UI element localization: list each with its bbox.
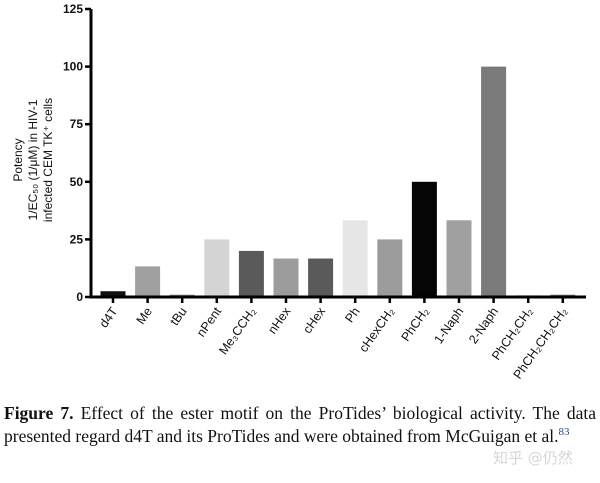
bar [204, 239, 230, 297]
x-tick-label: tBu [167, 305, 189, 328]
bar [238, 250, 264, 297]
x-tick-label: 1-Naph [431, 305, 466, 347]
figure-label: Figure 7. [4, 403, 74, 423]
y-axis-label-line: Potency [11, 138, 25, 181]
x-tick-label: nPent [194, 304, 225, 339]
y-axis: 0 25 50 75 100 125 [63, 2, 93, 304]
bar [135, 266, 161, 297]
bar [100, 291, 126, 297]
reference-link[interactable]: 83 [558, 426, 570, 439]
x-tick-label: cHexCH₂ [356, 305, 397, 355]
y-tick-label: 75 [70, 117, 84, 131]
y-axis-label-line: infected CEM TK⁺ cells [41, 98, 55, 222]
figure-caption: Figure 7. Effect of the ester motif on t… [4, 402, 596, 448]
x-tick-label: nHex [265, 304, 294, 337]
x-tick-label: 2-Naph [466, 305, 501, 347]
y-axis-label-line: 1/EC₅₀ (1/μM) in HIV-1 [26, 99, 40, 220]
bar [446, 220, 472, 297]
bar-chart: Potency 1/EC₅₀ (1/μM) in HIV-1 infected CE… [11, 2, 586, 382]
bar [273, 258, 299, 297]
bar [377, 239, 403, 297]
y-tick-label: 100 [63, 60, 83, 74]
bar [411, 181, 437, 297]
y-tick-label: 50 [70, 175, 84, 189]
bar [481, 66, 507, 297]
x-tick-label: cHex [300, 304, 328, 336]
caption-text: Effect of the ester motif on the ProTide… [4, 403, 596, 446]
bars [100, 66, 576, 297]
watermark: 知乎 @仍然 [493, 449, 573, 467]
bar [342, 220, 368, 297]
y-tick-label: 125 [63, 2, 83, 16]
y-tick-label: 25 [70, 232, 84, 246]
x-tick-label: Ph [342, 305, 362, 326]
x-tick-label: PhCH₂ [398, 305, 431, 344]
y-axis-label: Potency 1/EC₅₀ (1/μM) in HIV-1 infected CE… [11, 98, 55, 222]
y-tick-label: 0 [76, 290, 83, 304]
bar [308, 258, 334, 297]
x-tick-label: Me [134, 305, 155, 327]
x-tick-label: d4T [97, 304, 121, 330]
